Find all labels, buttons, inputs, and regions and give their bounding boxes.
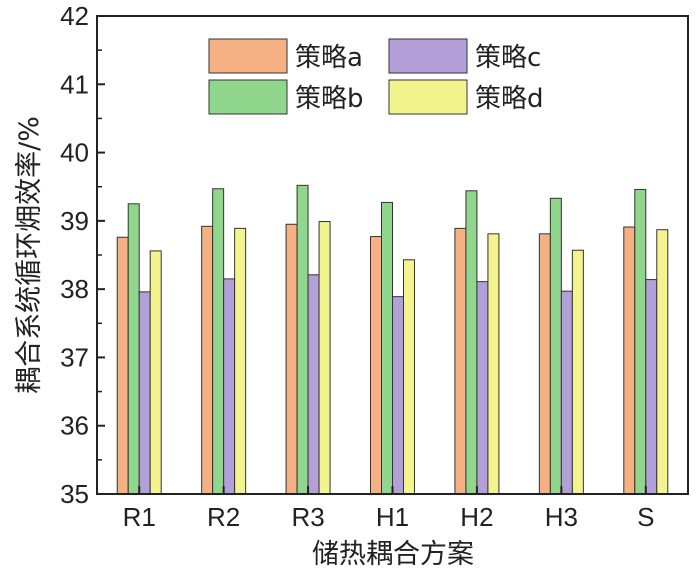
legend: 策略a 策略b 策略c 策略d	[208, 38, 544, 115]
x-tick-label-H2: H2	[460, 502, 493, 532]
y-axis: 35 36 37 38 39 40 41 42	[60, 1, 105, 509]
bar-R1-series-3	[138, 291, 151, 495]
bar-R1-series-1	[116, 236, 129, 495]
legend-swatch-series-3	[388, 38, 468, 74]
legend-swatch-series-1	[208, 38, 288, 74]
bar-S-series-3	[645, 279, 658, 495]
x-axis-title: 储热耦合方案	[312, 539, 474, 570]
y-tick-label-38: 38	[60, 274, 89, 304]
bar-R2-series-2	[212, 188, 225, 495]
y-tick-label-39: 39	[60, 206, 89, 236]
x-tick-label-H1: H1	[376, 502, 409, 532]
bar-H2-series-3	[476, 281, 489, 495]
bar-R3-series-4	[318, 221, 331, 495]
y-tick-label-36: 36	[60, 411, 89, 441]
y-tick-label-37: 37	[60, 342, 89, 372]
bar-R3-series-2	[296, 184, 309, 495]
bar-R1-series-2	[127, 203, 140, 495]
bar-R2-series-1	[201, 225, 214, 495]
legend-label-series-4: 策略d	[475, 84, 544, 114]
bar-R2-series-4	[234, 227, 247, 495]
legend-swatch-series-2	[208, 79, 288, 115]
x-tick-label-R2: R2	[207, 502, 240, 532]
bar-H1-series-1	[370, 236, 382, 495]
bar-S-series-1	[623, 226, 636, 495]
y-tick-label-35: 35	[60, 479, 89, 509]
bar-H3-series-3	[560, 290, 573, 495]
bar-S-series-2	[634, 188, 647, 495]
x-tick-label-S: S	[637, 502, 654, 532]
bar-H3-series-1	[538, 233, 551, 495]
bar-R3-series-1	[285, 223, 298, 495]
bar-H1-series-4	[403, 259, 415, 495]
x-tick-label-R3: R3	[291, 502, 324, 532]
bar-H2-series-1	[454, 227, 467, 495]
bar-H1-series-2	[381, 201, 393, 495]
bar-H3-series-2	[549, 197, 562, 495]
bars-layer	[116, 184, 669, 495]
bar-R2-series-3	[223, 278, 236, 495]
bar-H3-series-4	[571, 249, 584, 495]
bar-H2-series-2	[465, 190, 478, 495]
legend-swatch-series-4	[388, 79, 468, 115]
x-axis: R1 R2 R3 H1 H2 H3 S	[123, 486, 654, 532]
y-tick-label-40: 40	[60, 138, 89, 168]
bar-R1-series-4	[149, 250, 162, 495]
legend-label-series-1: 策略a	[295, 43, 363, 73]
y-tick-label-42: 42	[60, 1, 89, 31]
bar-H1-series-3	[392, 296, 404, 495]
legend-label-series-3: 策略c	[475, 43, 541, 73]
x-tick-label-H3: H3	[545, 502, 578, 532]
y-tick-label-41: 41	[60, 69, 89, 99]
bar-S-series-4	[656, 229, 669, 495]
bar-H2-series-4	[487, 233, 500, 495]
bar-R3-series-3	[307, 274, 320, 495]
x-tick-label-R1: R1	[123, 502, 156, 532]
legend-label-series-2: 策略b	[295, 84, 364, 114]
y-axis-title: 耦合系统循环㶲效率/%	[14, 116, 45, 394]
